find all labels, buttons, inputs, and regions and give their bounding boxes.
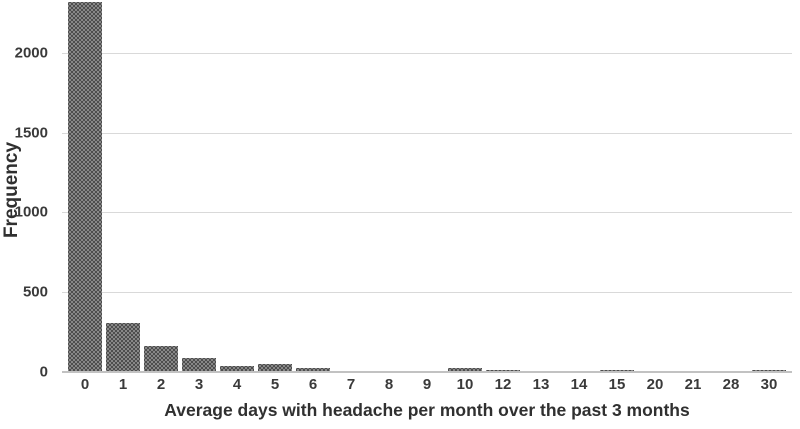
bar-5 [258, 364, 292, 372]
x-tick-label-12: 12 [494, 376, 512, 393]
x-tick-label-3: 3 [194, 376, 204, 393]
bar-column-2 [142, 0, 180, 372]
bar-column-15 [598, 0, 636, 372]
y-tick-label-2000: 2000 [14, 44, 48, 62]
x-tick-label-13: 13 [532, 376, 550, 393]
x-tick-label-6: 6 [308, 376, 318, 393]
y-axis-tick-labels: 0 500 1000 1500 2000 [0, 0, 54, 379]
x-tick-label-1: 1 [118, 376, 128, 393]
x-tick-label-20: 20 [646, 376, 664, 393]
bar-column-14 [560, 0, 598, 372]
y-tick-label-1500: 1500 [14, 124, 48, 141]
bar-10 [448, 368, 482, 372]
y-tick-label-500: 500 [22, 283, 48, 301]
x-tick-label-8: 8 [384, 376, 394, 393]
bars-container [62, 0, 792, 372]
x-tick-label-21: 21 [684, 376, 702, 393]
x-tick-label-5: 5 [270, 376, 280, 393]
bar-0 [68, 2, 102, 372]
bar-column-12 [484, 0, 522, 372]
gridline-1500 [62, 132, 792, 134]
bar-1 [106, 323, 140, 372]
bar-4 [220, 365, 254, 372]
y-tick-label-0: 0 [39, 363, 48, 381]
x-axis-line [62, 371, 792, 373]
bar-column-30 [750, 0, 788, 372]
bar-column-28 [712, 0, 750, 372]
x-tick-label-28: 28 [722, 376, 740, 393]
x-tick-label-4: 4 [232, 376, 242, 393]
bar-6 [296, 368, 330, 372]
bar-column-6 [294, 0, 332, 372]
x-tick-label-15: 15 [608, 376, 626, 393]
bar-column-4 [218, 0, 256, 372]
x-tick-label-0: 0 [80, 376, 90, 393]
x-axis-tick-labels: 0 1 2 3 4 5 6 7 8 9 10 12 13 14 15 20 21 28 30 [62, 376, 792, 394]
bar-column-7 [332, 0, 370, 372]
bar-column-13 [522, 0, 560, 372]
bar-column-10 [446, 0, 484, 372]
bar-column-9 [408, 0, 446, 372]
bar-column-0 [66, 0, 104, 372]
x-tick-label-7: 7 [346, 376, 356, 393]
bar-3 [182, 357, 216, 372]
bar-column-1 [104, 0, 142, 372]
x-tick-label-30: 30 [760, 376, 778, 393]
gridline-2000 [62, 52, 792, 54]
x-tick-label-10: 10 [456, 376, 474, 393]
gridline-500 [62, 292, 792, 294]
gridline-1000 [62, 212, 792, 214]
bar-2 [144, 345, 178, 372]
x-axis-title: Average days with headache per month ove… [164, 400, 690, 420]
bar-column-20 [636, 0, 674, 372]
bar-column-21 [674, 0, 712, 372]
x-tick-label-2: 2 [156, 376, 166, 393]
y-tick-label-1000: 1000 [14, 203, 48, 221]
bar-column-3 [180, 0, 218, 372]
plot-area [62, 0, 792, 373]
x-tick-label-14: 14 [570, 376, 588, 393]
bar-column-8 [370, 0, 408, 372]
x-tick-label-9: 9 [422, 376, 432, 393]
bar-column-5 [256, 0, 294, 372]
